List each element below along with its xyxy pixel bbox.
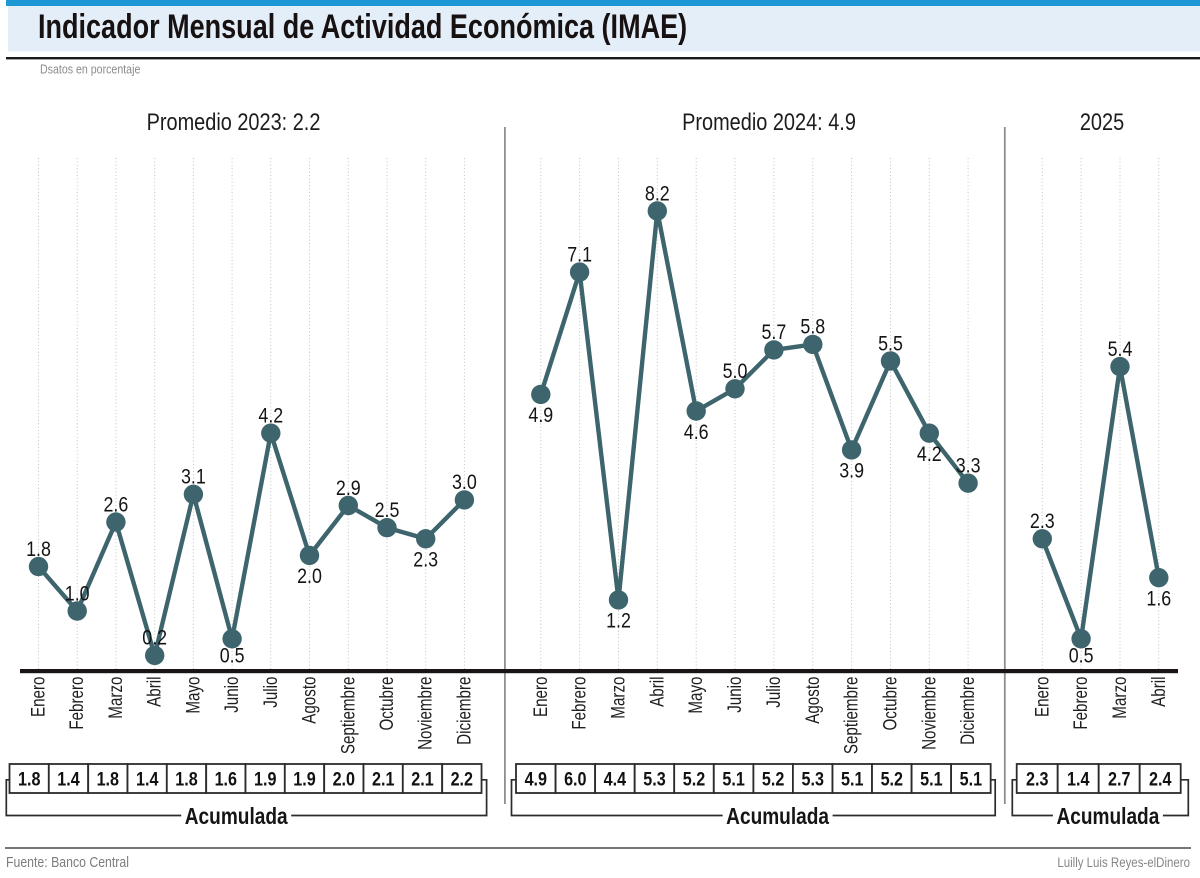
svg-text:1.6: 1.6 [1146,587,1171,611]
svg-text:2025: 2025 [1080,108,1124,135]
svg-text:5.7: 5.7 [761,321,786,345]
svg-text:1.4: 1.4 [57,768,80,790]
svg-text:4.2: 4.2 [258,404,283,428]
svg-text:7.1: 7.1 [567,243,592,267]
svg-text:1.8: 1.8 [175,768,198,790]
svg-text:Agosto: Agosto [801,677,823,724]
svg-text:Promedio 2024: 4.9: Promedio 2024: 4.9 [682,108,856,135]
svg-text:0.5: 0.5 [220,644,245,668]
svg-text:2.7: 2.7 [1108,768,1131,790]
svg-text:3.9: 3.9 [839,459,864,483]
svg-text:Mayo: Mayo [182,677,204,714]
svg-text:Enero: Enero [1031,677,1053,718]
svg-text:Julio: Julio [259,677,281,708]
svg-text:1.6: 1.6 [215,768,238,790]
svg-text:1.8: 1.8 [97,768,120,790]
svg-text:3.3: 3.3 [956,454,981,478]
svg-text:2.6: 2.6 [103,493,128,517]
svg-text:2.0: 2.0 [333,768,356,790]
svg-text:8.2: 8.2 [645,182,670,206]
svg-text:Septiembre: Septiembre [337,677,359,755]
svg-text:Marzo: Marzo [607,677,629,719]
svg-text:Noviembre: Noviembre [414,677,436,750]
svg-text:5.1: 5.1 [841,768,864,790]
svg-text:1.2: 1.2 [606,609,631,633]
svg-text:4.4: 4.4 [604,768,627,790]
svg-text:5.2: 5.2 [762,768,785,790]
svg-text:Abril: Abril [1147,677,1169,707]
svg-text:Febrero: Febrero [66,677,88,730]
svg-text:5.2: 5.2 [683,768,706,790]
svg-text:Abril: Abril [646,677,668,707]
svg-text:5.0: 5.0 [723,360,748,384]
svg-text:1.9: 1.9 [293,768,316,790]
svg-text:Junio: Junio [220,677,242,713]
svg-text:4.9: 4.9 [525,768,548,790]
svg-text:6.0: 6.0 [564,768,587,790]
svg-text:2.5: 2.5 [375,499,400,523]
svg-text:Agosto: Agosto [298,677,320,724]
svg-text:Febrero: Febrero [1069,677,1091,730]
svg-text:5.1: 5.1 [960,768,983,790]
svg-text:Junio: Junio [723,677,745,713]
svg-text:Enero: Enero [27,677,49,718]
svg-text:Octubre: Octubre [879,677,901,731]
svg-text:2.3: 2.3 [413,548,438,572]
svg-text:Marzo: Marzo [1108,677,1130,719]
svg-text:Enero: Enero [529,677,551,718]
svg-text:5.3: 5.3 [801,768,824,790]
svg-text:Luilly Luis Reyes-elDinero: Luilly Luis Reyes-elDinero [1057,854,1190,870]
svg-text:1.0: 1.0 [65,582,90,606]
svg-text:Noviembre: Noviembre [918,677,940,750]
svg-text:Acumulada: Acumulada [1056,805,1159,830]
svg-text:4.6: 4.6 [684,420,709,444]
svg-text:2.1: 2.1 [411,768,434,790]
svg-text:5.4: 5.4 [1108,338,1133,362]
svg-text:5.8: 5.8 [800,315,825,339]
svg-text:Abril: Abril [143,677,165,707]
svg-text:2.3: 2.3 [1030,510,1055,534]
svg-text:2.9: 2.9 [336,476,361,500]
svg-text:Indicador Mensual de Actividad: Indicador Mensual de Actividad Económica… [38,7,687,46]
svg-text:3.0: 3.0 [452,471,477,495]
svg-text:4.2: 4.2 [917,443,942,467]
svg-text:4.9: 4.9 [528,404,553,428]
svg-text:3.1: 3.1 [181,465,206,489]
svg-text:Diciembre: Diciembre [453,677,475,745]
svg-text:Septiembre: Septiembre [840,677,862,755]
svg-text:5.3: 5.3 [643,768,666,790]
svg-text:Julio: Julio [762,677,784,708]
svg-text:5.2: 5.2 [881,768,904,790]
svg-text:2.1: 2.1 [372,768,395,790]
svg-text:1.8: 1.8 [26,538,51,562]
svg-text:Diciembre: Diciembre [956,677,978,745]
svg-text:Mayo: Mayo [685,677,707,714]
svg-text:0.5: 0.5 [1069,644,1094,668]
svg-text:0.2: 0.2 [142,626,167,650]
svg-text:5.1: 5.1 [722,768,745,790]
svg-text:Promedio 2023: 2.2: Promedio 2023: 2.2 [147,108,321,135]
svg-text:1.8: 1.8 [18,768,41,790]
svg-text:Fuente: Banco Central: Fuente: Banco Central [6,854,129,870]
svg-text:Marzo: Marzo [104,677,126,719]
svg-text:Dsatos en porcentaje: Dsatos en porcentaje [40,63,140,77]
svg-text:2.2: 2.2 [451,768,474,790]
svg-text:1.4: 1.4 [1067,768,1090,790]
svg-text:2.3: 2.3 [1026,768,1049,790]
svg-text:1.4: 1.4 [136,768,159,790]
svg-text:Acumulada: Acumulada [726,805,829,830]
svg-text:Febrero: Febrero [568,677,590,730]
svg-text:1.9: 1.9 [254,768,277,790]
svg-text:2.4: 2.4 [1149,768,1172,790]
svg-text:2.0: 2.0 [297,565,322,589]
svg-text:5.5: 5.5 [878,332,903,356]
svg-text:Octubre: Octubre [375,677,397,731]
svg-text:Acumulada: Acumulada [185,805,288,830]
svg-text:5.1: 5.1 [920,768,943,790]
